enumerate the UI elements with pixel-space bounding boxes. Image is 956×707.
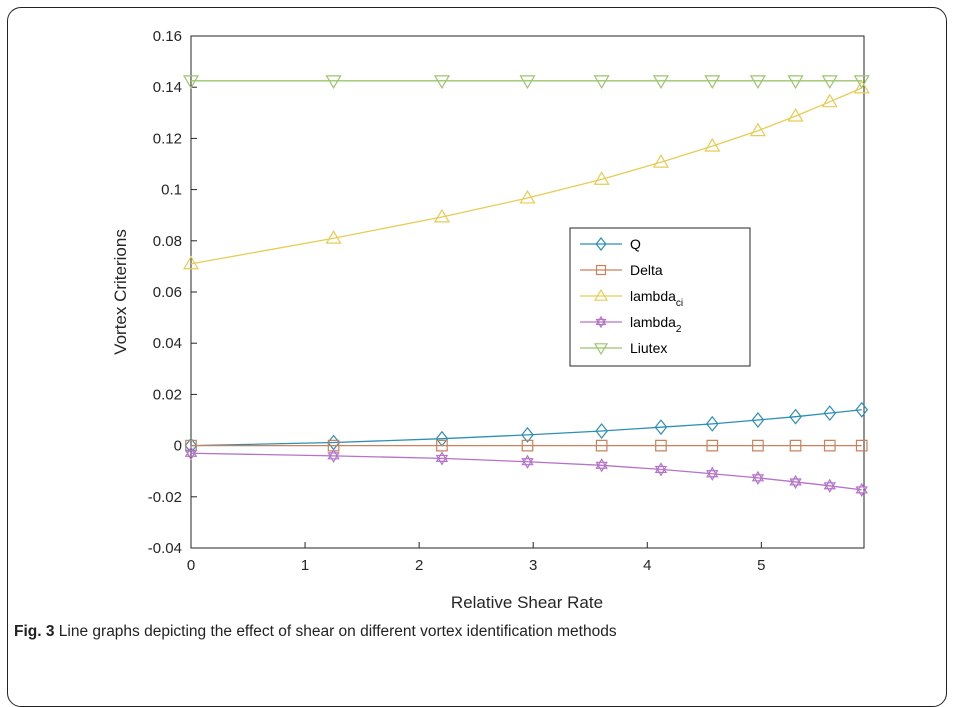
y-tick-label: 0.12 bbox=[153, 130, 182, 147]
x-tick-label: 0 bbox=[187, 557, 195, 574]
data-point bbox=[751, 470, 765, 486]
x-tick-label: 4 bbox=[643, 557, 651, 574]
data-point bbox=[705, 415, 719, 432]
caption-text: Line graphs depicting the effect of shea… bbox=[58, 623, 617, 640]
data-point bbox=[821, 75, 838, 89]
data-point bbox=[821, 93, 838, 108]
series-line-2 bbox=[190, 87, 862, 265]
legend-label: lambda2 bbox=[630, 314, 682, 335]
plot-area bbox=[190, 35, 865, 549]
data-point bbox=[521, 454, 534, 469]
data-point bbox=[593, 171, 610, 185]
x-axis-label: Relative Shear Rate bbox=[451, 593, 603, 612]
y-tick-label: 0.1 bbox=[161, 182, 182, 199]
legend-marker bbox=[593, 288, 609, 301]
data-point bbox=[595, 458, 608, 473]
legend-label: Liutex bbox=[630, 340, 667, 356]
y-tick-label: 0.14 bbox=[153, 79, 182, 96]
data-point bbox=[521, 439, 534, 452]
data-point bbox=[751, 412, 765, 428]
data-point bbox=[853, 79, 870, 94]
data-point bbox=[789, 474, 802, 490]
data-point bbox=[521, 426, 534, 443]
y-tick-label: 0 bbox=[174, 438, 182, 455]
legend-label: lambdaci bbox=[630, 288, 683, 309]
data-point bbox=[184, 446, 198, 461]
data-point bbox=[789, 439, 802, 452]
data-point bbox=[652, 75, 670, 89]
y-tick-label: 0.08 bbox=[153, 233, 182, 250]
series-lines bbox=[182, 75, 870, 498]
data-point bbox=[593, 75, 610, 89]
data-point bbox=[433, 208, 450, 223]
legend-label: Delta bbox=[630, 262, 663, 278]
data-point bbox=[652, 154, 670, 168]
legend-marker bbox=[595, 315, 607, 329]
data-point bbox=[654, 462, 668, 477]
legend: Q Delta lambdaci lambda2 Liutex bbox=[569, 227, 751, 367]
legend-box bbox=[569, 227, 751, 367]
series-line-3 bbox=[190, 452, 862, 491]
data-point bbox=[704, 75, 721, 89]
y-tick-label: -0.04 bbox=[148, 540, 182, 557]
data-point bbox=[787, 75, 804, 89]
data-point bbox=[855, 482, 868, 498]
data-point bbox=[823, 478, 836, 493]
data-point bbox=[519, 75, 536, 89]
figure-caption: Fig. 3 Line graphs depicting the effect … bbox=[14, 623, 617, 641]
line-chart: 0 1 2 3 4 5 -0.04 -0.02 0 0.02 0.04 0.06 0.08 0.1 0.12… bbox=[111, 28, 870, 612]
y-tick-label: 0.06 bbox=[153, 284, 182, 301]
legend-label: Q bbox=[630, 236, 641, 252]
data-point bbox=[325, 230, 342, 244]
data-point bbox=[655, 439, 667, 452]
y-tick-label: 0.16 bbox=[153, 28, 182, 45]
data-point bbox=[433, 75, 450, 89]
legend-marker bbox=[595, 237, 607, 251]
y-tick-label: -0.02 bbox=[148, 489, 182, 506]
data-point bbox=[704, 137, 721, 152]
caption-label: Fig. 3 bbox=[14, 623, 55, 640]
series-line-0 bbox=[190, 409, 862, 447]
data-point bbox=[184, 437, 198, 454]
x-tick-label: 3 bbox=[529, 557, 537, 574]
data-point bbox=[749, 75, 766, 89]
data-point bbox=[436, 439, 448, 452]
data-point bbox=[595, 439, 608, 452]
data-point bbox=[823, 405, 837, 422]
data-point bbox=[823, 439, 836, 452]
y-axis-label: Vortex Criterions bbox=[111, 229, 130, 355]
axis-ticks: 0 1 2 3 4 5 -0.04 -0.02 0 0.02 0.04 0.06 0.08 0.1 0.12… bbox=[148, 28, 766, 574]
data-point bbox=[787, 107, 804, 122]
data-point bbox=[182, 75, 200, 89]
x-tick-label: 1 bbox=[301, 557, 309, 574]
data-point bbox=[749, 122, 766, 137]
data-point bbox=[654, 419, 668, 436]
data-point bbox=[327, 448, 340, 463]
data-point bbox=[855, 401, 869, 418]
data-point bbox=[752, 439, 764, 452]
y-tick-label: 0.02 bbox=[153, 386, 182, 403]
data-point bbox=[706, 439, 719, 452]
legend-marker bbox=[593, 343, 609, 356]
legend-marker bbox=[595, 264, 607, 276]
data-point bbox=[853, 75, 870, 89]
data-point bbox=[327, 439, 340, 452]
data-point bbox=[706, 466, 719, 481]
data-point bbox=[519, 189, 536, 204]
y-tick-label: 0.04 bbox=[153, 335, 182, 352]
data-point bbox=[855, 439, 868, 452]
data-point bbox=[435, 451, 449, 466]
data-point bbox=[595, 423, 609, 439]
data-point bbox=[325, 75, 342, 89]
x-tick-label: 5 bbox=[757, 557, 765, 574]
data-point bbox=[789, 408, 802, 425]
data-point bbox=[182, 255, 200, 270]
x-tick-label: 2 bbox=[415, 557, 423, 574]
